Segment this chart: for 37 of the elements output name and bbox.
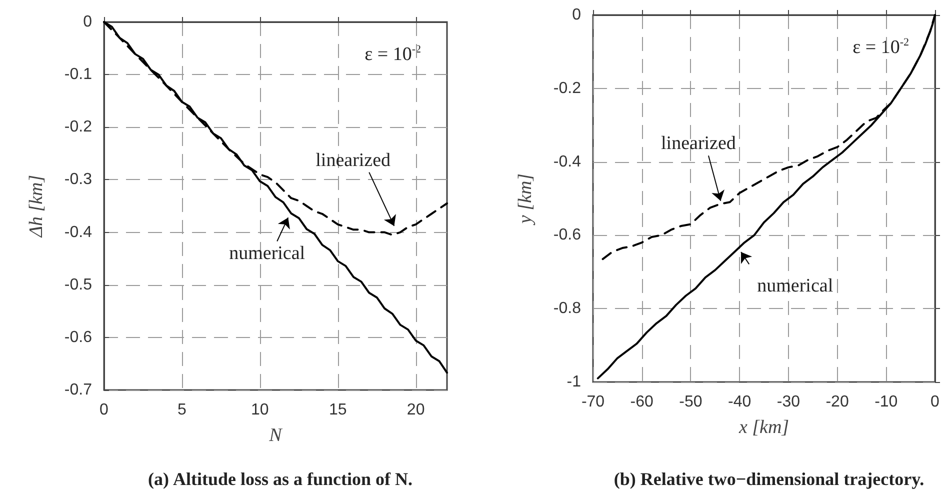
y-tick-label: 0 <box>572 6 582 24</box>
text: (b) Relative two−dimensional trajectory. <box>614 469 924 489</box>
text: (a) Altitude loss as a function of N. <box>148 469 413 489</box>
x-tick-label: -50 <box>679 394 702 410</box>
x-tick-label: 0 <box>100 402 109 418</box>
y-tick-label: -0.1 <box>64 66 92 84</box>
x-tick-label: -10 <box>874 394 898 410</box>
x-tick-label: -60 <box>630 394 654 410</box>
y-tick-label: -0.7 <box>64 382 92 398</box>
x-tick-label: 5 <box>178 402 186 418</box>
x-tick-label: -40 <box>728 394 752 410</box>
y-tick-label: -0.6 <box>553 226 582 244</box>
y-tick-label: -0.6 <box>64 328 92 346</box>
y-tick-label: -0.3 <box>64 171 92 188</box>
x-tick-label: 15 <box>328 402 347 418</box>
annotation: numerical <box>229 242 306 264</box>
y-axis-title: Δh [km] <box>26 174 47 238</box>
annotation: linearized <box>661 133 736 154</box>
x-axis-title: N <box>268 425 284 446</box>
x-axis-title: x [km] <box>738 417 790 438</box>
x-tick-label: -30 <box>776 394 800 410</box>
x-tick-label: -20 <box>826 394 849 410</box>
y-tick-label: -0.4 <box>64 224 92 241</box>
y-tick-label: -0.5 <box>64 276 92 294</box>
y-tick-label: -0.8 <box>553 300 582 318</box>
y-axis-title: y [km] <box>515 173 536 226</box>
y-tick-label: -1 <box>566 374 582 390</box>
y-tick-label: -0.2 <box>64 118 92 136</box>
annotation: linearized <box>316 150 392 171</box>
x-tick-label: 0 <box>930 394 940 410</box>
annotation: numerical <box>757 276 834 297</box>
y-tick-label: 0 <box>83 14 92 30</box>
y-tick-label: -0.4 <box>553 153 582 170</box>
x-tick-label: 20 <box>406 402 425 418</box>
x-tick-label: -70 <box>581 394 605 410</box>
x-tick-label: 10 <box>251 402 269 418</box>
y-tick-label: -0.2 <box>553 80 582 97</box>
